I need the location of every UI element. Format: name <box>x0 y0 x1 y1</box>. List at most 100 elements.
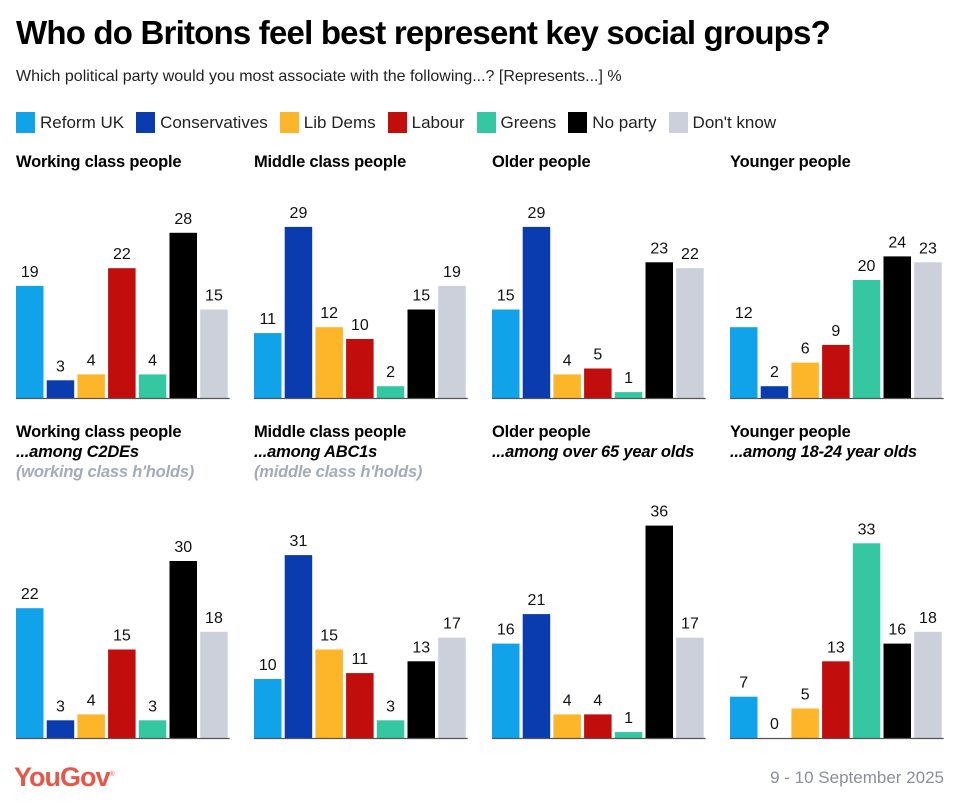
data-label-no-party: 13 <box>412 639 430 656</box>
bar-conservatives <box>46 720 75 738</box>
legend-item-libdems: Lib Dems <box>279 112 376 133</box>
data-label-conservatives: 3 <box>56 698 65 715</box>
brand-name: YouGov <box>14 762 111 792</box>
data-label-labour: 15 <box>113 628 131 645</box>
legend-swatch <box>476 112 496 133</box>
legend: Reform UK Conservatives Lib Dems Labour … <box>16 112 776 133</box>
legend-swatch <box>568 112 588 133</box>
legend-label: Reform UK <box>40 112 125 132</box>
data-label-conservatives: 31 <box>290 533 308 550</box>
data-label-lib-dems: 6 <box>801 341 810 358</box>
legend-label: Labour <box>411 112 465 132</box>
bar-reform-uk <box>730 327 758 398</box>
legend-swatch <box>279 112 299 133</box>
bar-greens <box>138 720 167 738</box>
data-label-greens: 20 <box>858 258 876 275</box>
bar-don-t-know <box>914 631 942 738</box>
fieldwork-date: 9 - 10 September 2025 <box>770 768 944 787</box>
data-label-greens: 3 <box>148 698 157 715</box>
data-label-no-party: 24 <box>888 234 906 251</box>
panel-title: Older people <box>492 153 591 171</box>
bar-conservatives <box>46 380 75 398</box>
data-label-conservatives: 21 <box>528 592 546 609</box>
panel-title: Middle class people <box>254 153 407 171</box>
bar-labour <box>108 649 136 738</box>
panel-title: Middle class people <box>254 423 407 441</box>
bar-chart-middle-class: 11 29 12 10 2 15 19 <box>254 205 468 400</box>
legend-item-greens: Greens <box>476 112 556 133</box>
data-label-labour: 4 <box>593 692 602 709</box>
bar-chart-younger: 12 2 6 9 20 24 23 <box>730 234 944 400</box>
bar-labour <box>584 714 612 738</box>
data-label-conservatives: 29 <box>290 205 308 222</box>
legend-item-dont-know: Don't know <box>668 112 776 133</box>
data-label-reform-uk: 16 <box>497 622 515 639</box>
data-label-labour: 10 <box>351 317 369 334</box>
bar-greens <box>852 280 881 398</box>
data-label-labour: 11 <box>352 651 369 668</box>
panel-middle-class-abc1: Middle class people ...among ABC1s (midd… <box>254 422 478 482</box>
bar-don-t-know <box>914 262 942 398</box>
bar-don-t-know <box>438 285 466 398</box>
data-label-don-t-know: 15 <box>205 288 223 305</box>
data-label-conservatives: 0 <box>770 716 779 733</box>
bar-greens <box>138 374 167 398</box>
data-label-lib-dems: 4 <box>563 352 572 369</box>
data-label-greens: 3 <box>386 698 395 715</box>
bar-greens <box>614 392 643 398</box>
data-label-greens: 33 <box>858 521 876 538</box>
bar-chart-working-class: 19 3 4 22 4 28 15 <box>16 211 230 400</box>
panel-older-65: Older people ...among over 65 year olds <box>492 422 702 462</box>
legend-item-labour: Labour <box>387 112 465 133</box>
data-label-greens: 1 <box>624 710 633 727</box>
bar-chart-younger-18-24: 7 0 5 13 33 16 18 <box>730 521 944 740</box>
data-label-don-t-know: 22 <box>681 246 699 263</box>
data-label-don-t-know: 23 <box>919 240 937 257</box>
bar-greens <box>376 720 405 738</box>
panel-working-class-c2de: Working class people ...among C2DEs (wor… <box>16 422 240 482</box>
bar-don-t-know <box>200 309 228 398</box>
bar-no-party <box>407 309 435 398</box>
data-label-don-t-know: 17 <box>443 616 461 633</box>
data-label-greens: 4 <box>148 352 157 369</box>
panel-title: Younger people <box>730 153 851 171</box>
bar-lib-dems <box>791 362 819 398</box>
data-label-don-t-know: 17 <box>681 616 699 633</box>
bar-don-t-know <box>676 637 704 738</box>
bar-no-party <box>169 232 197 398</box>
data-label-lib-dems: 4 <box>87 692 96 709</box>
legend-swatch <box>387 112 407 133</box>
data-label-lib-dems: 15 <box>320 628 338 645</box>
data-label-lib-dems: 4 <box>87 352 96 369</box>
bar-reform-uk <box>16 285 44 398</box>
legend-swatch <box>136 112 156 133</box>
bar-no-party <box>169 561 197 738</box>
bar-reform-uk <box>730 696 758 738</box>
panel-note: (middle class h'holds) <box>254 463 423 481</box>
panel-older: Older people <box>492 152 716 172</box>
data-label-don-t-know: 18 <box>919 610 937 627</box>
bar-labour <box>584 368 612 398</box>
data-label-conservatives: 2 <box>770 364 779 381</box>
bar-reform-uk <box>492 309 520 398</box>
registered-mark: ® <box>109 771 115 778</box>
data-label-reform-uk: 12 <box>735 305 753 322</box>
data-label-no-party: 28 <box>174 211 192 228</box>
yougov-logo: YouGov® <box>14 762 115 793</box>
data-label-labour: 13 <box>827 639 845 656</box>
data-label-conservatives: 3 <box>56 358 65 375</box>
bar-chart-working-class-c2de: 22 3 4 15 3 30 18 <box>16 539 230 740</box>
data-label-reform-uk: 7 <box>739 675 748 692</box>
data-label-lib-dems: 5 <box>801 687 810 704</box>
bar-no-party <box>407 661 435 738</box>
bar-lib-dems <box>553 714 581 738</box>
bar-chart-middle-class-abc1: 10 31 15 11 3 13 17 <box>254 533 468 740</box>
bar-conservatives <box>284 555 313 738</box>
bar-lib-dems <box>315 327 343 398</box>
panel-subtitle: ...among 18-24 year olds <box>730 443 917 461</box>
panel-younger: Younger people <box>730 152 954 172</box>
legend-swatch <box>668 112 688 133</box>
bar-reform-uk <box>254 333 282 398</box>
bar-greens <box>376 386 405 398</box>
bar-conservatives <box>522 226 551 398</box>
